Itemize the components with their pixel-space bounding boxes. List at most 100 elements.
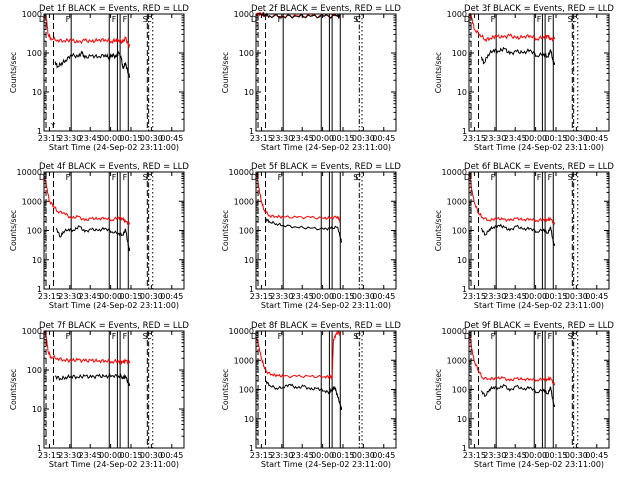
chart-9-ytick-label: 1 xyxy=(462,444,467,453)
chart-9-marker-label-5: F xyxy=(537,332,542,341)
chart-5-marker-label-1: D xyxy=(251,173,257,182)
chart-4-xtick-label: 23:30 xyxy=(58,292,81,301)
chart-9-marker-label-10: C xyxy=(571,332,577,341)
chart-6-xtick-label: 23:15 xyxy=(463,292,486,301)
chart-7-xtick-label: 00:30 xyxy=(140,451,163,460)
chart-5-marker-label-8: S xyxy=(353,173,358,182)
chart-5-xtick-label: 00:30 xyxy=(352,292,375,301)
chart-3-title: Det 3f BLACK = Events, RED = LLD xyxy=(464,4,614,14)
chart-5-marker-label-9: C xyxy=(355,173,361,182)
chart-panel-1: D F F F SC110100100023:1523:3023:4500:0000:1… xyxy=(9,4,189,152)
chart-8-ytick-label: 1000 xyxy=(234,356,254,365)
chart-4-xtick-label: 23:45 xyxy=(79,292,102,301)
chart-3-xtick-label: 23:45 xyxy=(504,134,527,143)
chart-5-xtick-label: 23:30 xyxy=(270,292,293,301)
chart-1-note: Y xyxy=(50,122,56,130)
chart-8-ytick-label: 10 xyxy=(244,415,254,424)
chart-6-marker-label-7: F xyxy=(548,173,553,182)
chart-4-ytick-label: 1 xyxy=(37,285,42,294)
chart-4-xtick-label: 00:45 xyxy=(160,292,183,301)
chart-4-series-events-line xyxy=(55,225,131,252)
chart-8-xtick-label: 00:45 xyxy=(372,451,395,460)
chart-3-marker-label-10: C xyxy=(571,15,577,24)
chart-9-ytick-label: 100 xyxy=(452,386,467,395)
chart-2-title: Det 2f BLACK = Events, RED = LLD xyxy=(251,4,401,14)
chart-4-ytick-label: 10000 xyxy=(17,168,42,177)
chart-8-series-events-line xyxy=(265,380,343,411)
chart-panel-4: D F F F SC11010010001000023:1523:3023:4500:0… xyxy=(9,162,189,310)
chart-3-xtick-label: 00:00 xyxy=(524,134,547,143)
chart-4-series-lld-line xyxy=(44,176,131,225)
chart-2-ytick-label: 100 xyxy=(239,49,254,58)
chart-9-title: Det 9f BLACK = Events, RED = LLD xyxy=(464,321,614,331)
chart-1-xtick-label: 23:30 xyxy=(58,134,81,143)
chart-6-series-lld-line xyxy=(469,173,556,225)
chart-9-ytick-label: 10000 xyxy=(442,327,467,336)
chart-1-marker-label-1: D xyxy=(39,15,45,24)
chart-3-plot-frame xyxy=(468,13,610,132)
chart-7-marker-label-1: D xyxy=(39,332,45,341)
chart-1-plot-frame xyxy=(43,13,185,132)
chart-4-ytick-label: 1000 xyxy=(22,197,42,206)
chart-8-xlabel: Start Time (24-Sep-02 23:11:00) xyxy=(261,460,391,469)
chart-6-ytick-label: 1000 xyxy=(447,197,467,206)
chart-3-xtick-label: 00:30 xyxy=(565,134,588,143)
chart-7-plot-frame xyxy=(43,330,185,449)
chart-5-xlabel: Start Time (24-Sep-02 23:11:00) xyxy=(261,301,391,310)
chart-4-xtick-label: 23:15 xyxy=(38,292,61,301)
chart-5-ytick-label: 1 xyxy=(249,285,254,294)
chart-panel-3: D F F F SC110100100023:1523:3023:4500:0000:1… xyxy=(434,4,614,152)
chart-8-xtick-label: 00:15 xyxy=(331,451,354,460)
chart-8-marker-label-9: C xyxy=(355,332,361,341)
chart-2-ylabel: Counts/sec xyxy=(221,52,230,93)
chart-2-xtick-label: 00:30 xyxy=(352,134,375,143)
chart-4-title: Det 4f BLACK = Events, RED = LLD xyxy=(39,162,189,172)
chart-7-xtick-label: 00:45 xyxy=(160,451,183,460)
chart-7-ytick-label: 1 xyxy=(37,444,42,453)
chart-9-series-events-line xyxy=(480,383,556,408)
chart-3-series-events-line xyxy=(480,46,556,65)
chart-5-xtick-label: 23:45 xyxy=(291,292,314,301)
chart-panel-5: D F SC11010010001000023:1523:3023:4500:000… xyxy=(221,162,401,310)
chart-9-xtick-label: 00:45 xyxy=(585,451,608,460)
chart-7-marker-label-7: F xyxy=(123,332,128,341)
chart-1-marker-label-9: S xyxy=(143,15,148,24)
chart-5-marker-label-3: F xyxy=(278,173,283,182)
chart-panel-9: D F F F SC11010010001000023:1523:3023:4500:0… xyxy=(434,321,614,469)
chart-7-marker-label-10: C xyxy=(146,332,152,341)
chart-9-xtick-label: 00:00 xyxy=(524,451,547,460)
chart-6-xlabel: Start Time (24-Sep-02 23:11:00) xyxy=(474,301,604,310)
chart-7-xlabel: Start Time (24-Sep-02 23:11:00) xyxy=(49,460,179,469)
chart-6-marker-label-3: F xyxy=(491,173,496,182)
chart-1-xtick-label: 00:15 xyxy=(119,134,142,143)
chart-1-marker-label-7: F xyxy=(123,15,128,24)
chart-6-marker-label-9: S xyxy=(568,173,573,182)
chart-2-xtick-label: 00:15 xyxy=(331,134,354,143)
chart-7-marker-label-3: F xyxy=(66,332,71,341)
chart-6-xtick-label: 23:30 xyxy=(483,292,506,301)
chart-3-ylabel: Counts/sec xyxy=(434,52,443,93)
chart-7-series-lld-line xyxy=(44,329,131,366)
chart-1-xtick-label: 00:00 xyxy=(99,134,122,143)
chart-3-xtick-label: 23:15 xyxy=(463,134,486,143)
chart-8-series-lld-line xyxy=(256,329,341,381)
chart-8-ylabel: Counts/sec xyxy=(221,369,230,410)
chart-6-xtick-label: 00:30 xyxy=(565,292,588,301)
chart-4-ylabel: Counts/sec xyxy=(9,210,18,251)
chart-4-xtick-label: 00:15 xyxy=(119,292,142,301)
chart-panel-8: D F SC11010010001000023:1523:3023:4500:000… xyxy=(221,321,401,469)
chart-7-ylabel: Counts/sec xyxy=(9,369,18,410)
chart-1-xtick-label: 23:45 xyxy=(79,134,102,143)
chart-3-ytick-label: 1000 xyxy=(447,10,467,19)
chart-9-xtick-label: 23:30 xyxy=(483,451,506,460)
chart-4-ytick-label: 100 xyxy=(27,227,42,236)
chart-9-ylabel: Counts/sec xyxy=(434,369,443,410)
chart-3-marker-label-9: S xyxy=(568,15,573,24)
chart-3-marker-label-3: F xyxy=(491,15,496,24)
chart-1-marker-label-10: C xyxy=(146,15,152,24)
chart-6-title: Det 6f BLACK = Events, RED = LLD xyxy=(464,162,614,172)
chart-8-marker-label-8: S xyxy=(353,332,358,341)
chart-8-xtick-label: 23:45 xyxy=(291,451,314,460)
chart-1-marker-label-5: F xyxy=(112,15,117,24)
